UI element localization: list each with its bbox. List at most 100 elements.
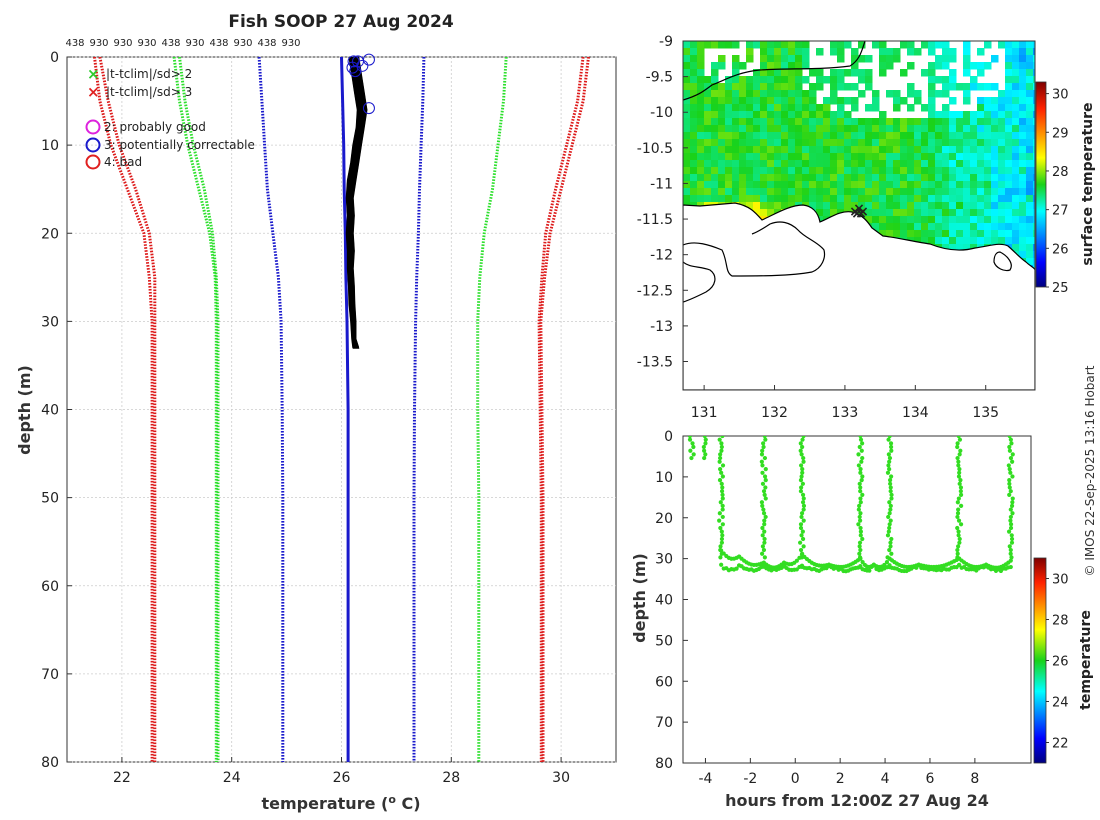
map-sst-cell xyxy=(1026,139,1034,147)
map-sst-cell xyxy=(851,174,859,182)
timeseries-point xyxy=(703,441,708,446)
map-sst-cell xyxy=(970,209,978,217)
timeseries-point xyxy=(858,511,863,516)
timeseries-point xyxy=(759,459,764,464)
map-sst-cell xyxy=(872,209,880,217)
timeseries-point xyxy=(955,455,960,461)
map-sst-cell xyxy=(851,202,859,210)
timeseries-point xyxy=(956,518,962,523)
map-sst-cell xyxy=(942,188,950,196)
map-sst-cell xyxy=(816,104,824,112)
map-sst-cell xyxy=(900,41,908,49)
map-sst-cell xyxy=(809,132,817,140)
map-sst-cell xyxy=(879,216,887,224)
map-sst-cell xyxy=(774,118,782,126)
map-sst-cell xyxy=(970,62,978,70)
map-sst-cell xyxy=(725,139,733,147)
map-sst-cell xyxy=(928,76,936,84)
map-sst-cell xyxy=(970,125,978,133)
map-sst-cell xyxy=(816,167,824,175)
map-sst-cell xyxy=(704,125,712,133)
map-sst-cell xyxy=(956,132,964,140)
map-sst-cell xyxy=(795,76,803,84)
timeseries-point xyxy=(1009,503,1015,508)
map-sst-cell xyxy=(1012,167,1020,175)
map-sst-cell xyxy=(1012,160,1020,168)
map-sst-cell xyxy=(963,237,971,245)
timeseries-point xyxy=(1007,544,1012,549)
map-sst-cell xyxy=(837,97,845,105)
map-sst-cell xyxy=(872,153,880,161)
map-sst-cell xyxy=(879,55,887,63)
timeseries-y-tick-label: 10 xyxy=(655,470,673,486)
timeseries-point xyxy=(858,533,863,538)
profile-top-tick-label: 438 xyxy=(65,38,84,49)
map-sst-cell xyxy=(1012,216,1020,224)
timeseries-point xyxy=(798,547,804,553)
timeseries-point xyxy=(887,525,892,531)
map-sst-cell xyxy=(949,244,957,252)
map-sst-cell xyxy=(683,188,691,196)
map-sst-cell xyxy=(739,181,747,189)
map-sst-cell xyxy=(809,97,817,105)
profile-y-tick-label: 40 xyxy=(41,403,59,419)
map-sst-cell xyxy=(893,195,901,203)
map-sst-cell xyxy=(795,62,803,70)
map-sst-cell xyxy=(795,167,803,175)
map-sst-cell xyxy=(753,195,761,203)
map-sst-cell xyxy=(704,76,712,84)
map-sst-cell xyxy=(781,111,789,119)
map-sst-cell xyxy=(886,216,894,224)
map-sst-cell xyxy=(753,188,761,196)
timeseries-point xyxy=(801,455,806,461)
timeseries-point xyxy=(798,441,803,446)
map-sst-cell xyxy=(809,202,817,210)
map-sst-cell xyxy=(956,209,964,217)
timeseries-point xyxy=(1010,459,1015,464)
map-sst-cell xyxy=(683,174,691,182)
map-colorbar-tick-label: 29 xyxy=(1052,126,1069,141)
timeseries-point xyxy=(1009,536,1015,542)
timeseries-point xyxy=(719,481,724,486)
map-sst-cell xyxy=(683,111,691,119)
map-sst-cell xyxy=(984,41,992,49)
timeseries-point xyxy=(888,503,893,508)
map-sst-cell xyxy=(753,146,761,154)
map-sst-cell xyxy=(977,118,985,126)
map-sst-cell xyxy=(781,167,789,175)
map-sst-cell xyxy=(858,69,866,77)
map-sst-cell xyxy=(732,118,740,126)
map-sst-cell xyxy=(1026,195,1034,203)
map-sst-cell xyxy=(1005,223,1013,231)
map-sst-cell xyxy=(837,167,845,175)
map-x-tick-label: 135 xyxy=(972,405,999,421)
map-sst-cell xyxy=(984,223,992,231)
timeseries-point xyxy=(760,544,765,549)
map-sst-cell xyxy=(879,125,887,133)
map-sst-cell xyxy=(725,146,733,154)
timeseries-point xyxy=(1007,492,1012,497)
map-sst-cell xyxy=(788,181,796,189)
timeseries-point xyxy=(888,518,893,523)
map-cast-location: ××××× xyxy=(849,201,869,222)
timeseries-point xyxy=(720,463,726,468)
map-sst-cell xyxy=(718,139,726,147)
timeseries-point xyxy=(762,536,767,542)
map-sst-cell xyxy=(788,139,796,147)
map-sst-cell xyxy=(942,83,950,91)
map-sst-cell xyxy=(907,167,915,175)
map-sst-cell xyxy=(1033,62,1035,70)
map-sst-cell xyxy=(921,181,929,189)
map-sst-cell xyxy=(900,181,908,189)
map-sst-cell xyxy=(865,55,873,63)
map-sst-cell xyxy=(935,202,943,210)
map-sst-cell xyxy=(977,146,985,154)
map-sst-cell xyxy=(746,118,754,126)
timeseries-point xyxy=(887,500,892,505)
map-sst-cell xyxy=(893,132,901,140)
map-sst-cell xyxy=(690,167,698,175)
map-sst-cell xyxy=(984,62,992,70)
map-sst-cell xyxy=(711,139,719,147)
map-sst-cell xyxy=(697,195,705,203)
